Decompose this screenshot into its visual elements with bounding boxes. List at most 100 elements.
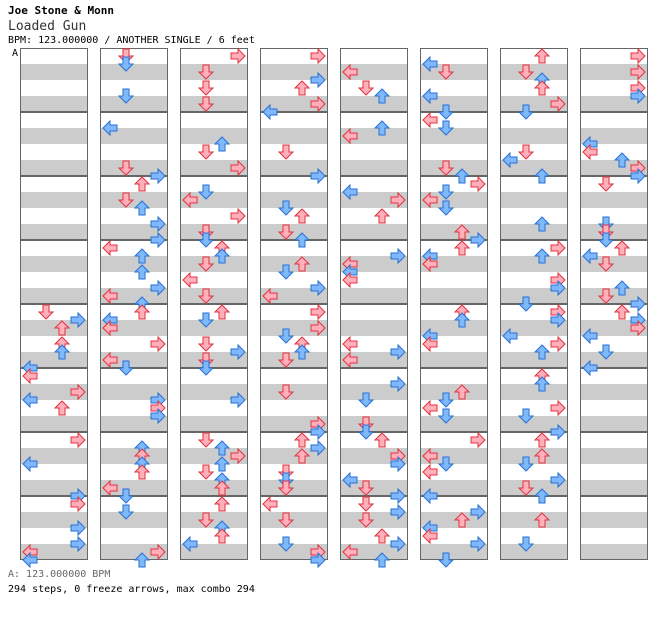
up-arrow-icon [453,512,471,528]
left-arrow-icon [342,335,358,353]
left-arrow-icon [22,455,38,473]
measure [100,304,168,368]
measure [180,496,248,560]
right-arrow-icon [310,279,326,297]
measure [340,240,408,304]
left-arrow-icon [582,327,598,345]
measure [420,48,488,112]
right-arrow-icon [550,311,566,329]
down-arrow-icon [197,144,215,160]
right-arrow-icon [470,503,486,521]
up-arrow-icon [213,440,231,456]
right-arrow-icon [630,319,646,337]
measure [260,368,328,432]
down-arrow-icon [197,288,215,304]
right-arrow-icon [630,87,646,105]
right-arrow-icon [150,231,166,249]
up-arrow-icon [293,232,311,248]
right-arrow-icon [390,375,406,393]
right-arrow-icon [70,535,86,553]
up-arrow-icon [293,208,311,224]
left-arrow-icon [582,359,598,377]
section-marker: A [12,48,19,59]
right-arrow-icon [310,319,326,337]
right-arrow-icon [470,231,486,249]
right-arrow-icon [390,503,406,521]
up-arrow-icon [213,136,231,152]
measure [180,48,248,112]
measure [260,432,328,496]
measure [180,368,248,432]
down-arrow-icon [277,480,295,496]
up-arrow-icon [373,208,391,224]
up-arrow-icon [293,80,311,96]
down-arrow-icon [517,296,535,312]
down-arrow-icon [197,464,215,480]
chart-column [100,48,168,560]
up-arrow-icon [453,240,471,256]
right-arrow-icon [70,311,86,329]
up-arrow-icon [533,512,551,528]
down-arrow-icon [357,496,375,512]
left-arrow-icon [422,335,438,353]
down-arrow-icon [277,512,295,528]
measure [100,432,168,496]
measure [180,112,248,176]
measure [420,368,488,432]
right-arrow-icon [310,47,326,65]
measure [260,48,328,112]
up-arrow-icon [213,248,231,264]
down-arrow-icon [597,176,615,192]
left-arrow-icon [342,183,358,201]
left-arrow-icon [182,191,198,209]
left-arrow-icon [262,103,278,121]
down-arrow-icon [117,160,135,176]
measure [500,48,568,112]
up-arrow-icon [613,152,631,168]
up-arrow-icon [213,456,231,472]
left-arrow-icon [22,391,38,409]
down-arrow-icon [517,408,535,424]
down-arrow-icon [357,424,375,440]
right-arrow-icon [390,247,406,265]
left-arrow-icon [422,55,438,73]
right-arrow-icon [390,535,406,553]
chart-meta: BPM: 123.000000 / ANOTHER SINGLE / 6 fee… [8,35,255,46]
left-arrow-icon [422,463,438,481]
down-arrow-icon [437,160,455,176]
right-arrow-icon [470,175,486,193]
up-arrow-icon [373,88,391,104]
left-arrow-icon [342,471,358,489]
down-arrow-icon [117,88,135,104]
down-arrow-icon [197,360,215,376]
measure [500,368,568,432]
chart-column [260,48,328,560]
down-arrow-icon [437,408,455,424]
up-arrow-icon [373,432,391,448]
right-arrow-icon [550,279,566,297]
left-arrow-icon [262,495,278,513]
measure [500,432,568,496]
measure [20,368,88,432]
measure [20,240,88,304]
down-arrow-icon [597,288,615,304]
right-arrow-icon [230,207,246,225]
right-arrow-icon [230,343,246,361]
down-arrow-icon [277,144,295,160]
measure [500,496,568,560]
measure [100,176,168,240]
down-arrow-icon [197,232,215,248]
down-arrow-icon [517,536,535,552]
measure [420,432,488,496]
up-arrow-icon [613,304,631,320]
right-arrow-icon [390,191,406,209]
measure [20,304,88,368]
chart-column [500,48,568,560]
down-arrow-icon [197,80,215,96]
down-arrow-icon [117,192,135,208]
left-arrow-icon [102,351,118,369]
right-arrow-icon [150,279,166,297]
down-arrow-icon [37,304,55,320]
right-arrow-icon [630,63,646,81]
left-arrow-icon [422,399,438,417]
